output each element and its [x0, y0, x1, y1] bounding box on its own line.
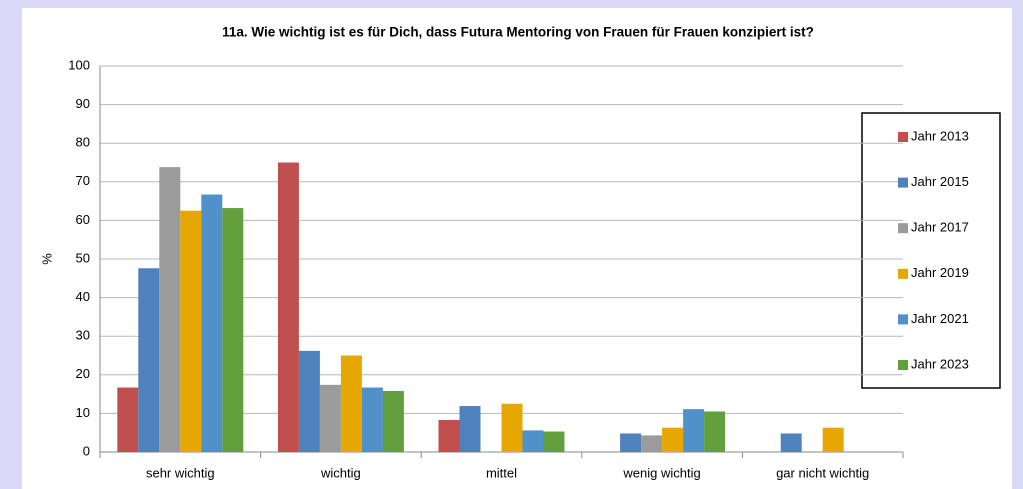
bar [459, 406, 481, 452]
bar [319, 384, 341, 452]
bar [704, 411, 726, 452]
bar [180, 210, 202, 452]
legend-swatch [898, 132, 908, 142]
x-tick-label: wichtig [320, 465, 361, 480]
legend-swatch [898, 177, 908, 188]
bar [501, 403, 523, 452]
bar [117, 387, 139, 452]
bar [201, 194, 223, 452]
bar [543, 431, 565, 452]
bar [382, 391, 404, 452]
bar [641, 435, 663, 452]
x-tick-label: sehr wichtig [146, 465, 215, 480]
chart-title: 11a. Wie wichtig ist es für Dich, dass F… [222, 25, 814, 40]
bar [340, 355, 362, 452]
y-tick-label: 90 [76, 96, 90, 111]
y-tick-label: 40 [76, 289, 90, 304]
bar [522, 430, 544, 452]
legend-swatch [898, 314, 908, 325]
legend-label: Jahr 2021 [911, 311, 969, 326]
bar [822, 427, 844, 452]
y-tick-label: 50 [76, 250, 90, 265]
y-tick-label: 70 [76, 173, 90, 188]
y-tick-label: 20 [76, 366, 90, 381]
legend-swatch [898, 223, 908, 234]
y-tick-label: 10 [76, 405, 90, 420]
y-tick-label: 0 [83, 443, 90, 458]
bar [438, 419, 460, 452]
legend-label: Jahr 2015 [911, 174, 969, 189]
x-tick-label: mittel [486, 465, 517, 480]
y-axis-label: % [39, 253, 54, 265]
legend-label: Jahr 2013 [911, 128, 969, 143]
y-tick-label: 30 [76, 328, 90, 343]
x-tick-label: gar nicht wichtig [776, 465, 869, 480]
bar [361, 387, 383, 452]
legend-label: Jahr 2023 [911, 356, 969, 371]
bar [683, 409, 705, 452]
bar [298, 350, 320, 452]
bar [222, 208, 244, 452]
bar [138, 268, 160, 452]
y-tick-label: 100 [68, 57, 90, 72]
x-tick-label: wenig wichtig [622, 465, 700, 480]
bar [159, 167, 181, 452]
bar [620, 433, 642, 452]
bar [780, 433, 802, 452]
bar [277, 162, 299, 452]
legend-label: Jahr 2017 [911, 220, 969, 235]
y-tick-label: 80 [76, 135, 90, 150]
bar [662, 427, 684, 452]
legend-swatch [898, 268, 908, 279]
legend [861, 112, 1001, 389]
legend-label: Jahr 2019 [911, 265, 969, 280]
legend-swatch [898, 360, 908, 370]
y-tick-label: 60 [76, 212, 90, 227]
